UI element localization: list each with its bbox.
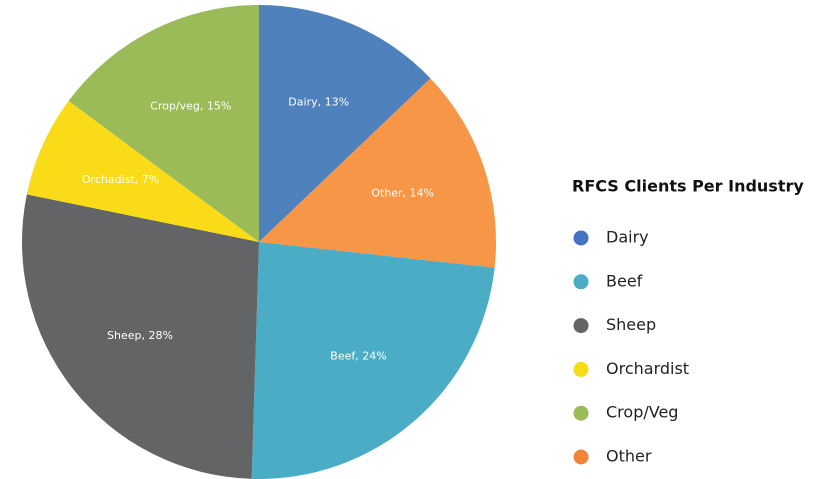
legend-marker xyxy=(573,318,589,334)
pie-slice xyxy=(26,100,259,242)
slice-label: Beef, 24% xyxy=(330,349,386,362)
legend-label: Sheep xyxy=(606,315,656,334)
legend-marker xyxy=(573,405,589,421)
legend-marker xyxy=(573,230,589,246)
slice-label: Sheep, 28% xyxy=(107,329,173,342)
pie-slice xyxy=(251,242,495,479)
slice-label: Dairy, 13% xyxy=(288,96,349,109)
slice-label: Orchadist, 7% xyxy=(82,173,159,186)
legend-label: Crop/Veg xyxy=(606,403,678,422)
legend-title: RFCS Clients Per Industry xyxy=(572,177,804,196)
pie-slice xyxy=(68,5,259,242)
pie-slice xyxy=(22,194,259,479)
legend-label: Orchardist xyxy=(606,359,689,378)
legend-marker xyxy=(573,361,589,377)
legend-label: Beef xyxy=(606,271,643,290)
legend-marker xyxy=(573,274,589,290)
slice-label: Crop/veg, 15% xyxy=(150,100,231,113)
legend-marker xyxy=(573,449,589,465)
pie-slice xyxy=(259,78,496,268)
legend-label: Other xyxy=(606,447,652,466)
slice-label: Other, 14% xyxy=(371,186,434,199)
legend-label: Dairy xyxy=(606,228,649,247)
pie-slice xyxy=(259,5,431,242)
